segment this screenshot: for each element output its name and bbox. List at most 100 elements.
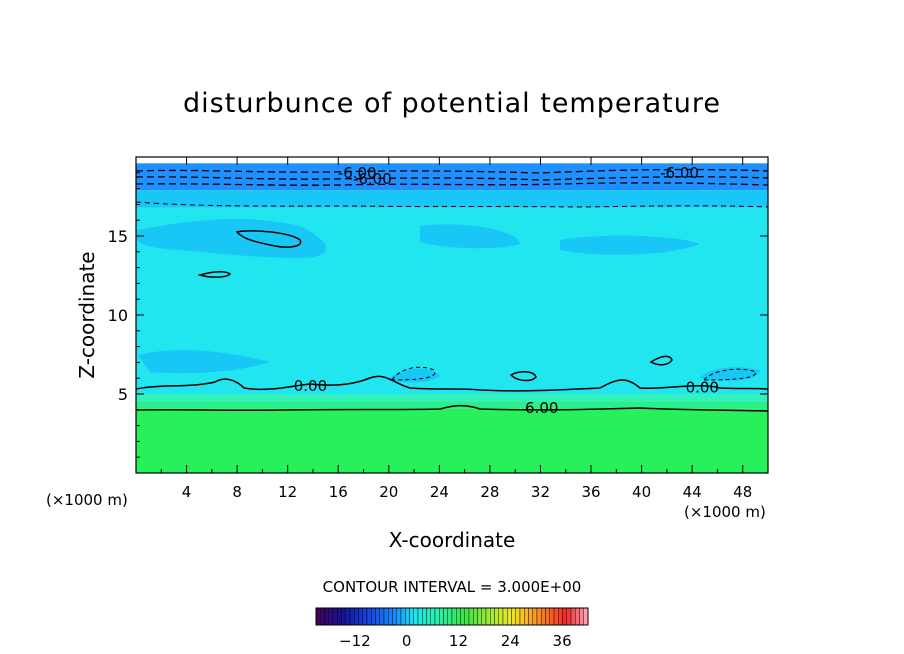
contour-line (135, 201, 769, 208)
y-axis: 5 10 15 (108, 172, 768, 458)
colorbar-cell (413, 607, 419, 626)
contour-line (235, 230, 302, 248)
colorbar-cell (439, 607, 444, 626)
colorbar-cell (430, 607, 436, 626)
x-tick-label: 40 (632, 483, 651, 501)
contour-interval-text: CONTOUR INTERVAL = 3.000E+00 (323, 578, 582, 596)
colorbar-cell (468, 607, 474, 626)
colorbar-cell (332, 607, 338, 626)
colorbar-cell (464, 607, 470, 626)
field-layer (136, 408, 768, 473)
warm-patch (420, 224, 520, 249)
colorbar-cell (583, 607, 589, 626)
y-tick-label: 5 (118, 385, 128, 404)
colorbar-cell (558, 607, 563, 626)
colorbar-cell (541, 607, 546, 626)
colorbar-cell (570, 607, 576, 626)
colorbar-cell (320, 607, 325, 626)
x-tick-label: 48 (733, 483, 752, 501)
colorbar-cell (379, 607, 385, 626)
colorbar-cell (528, 607, 533, 626)
cool-patch (138, 350, 270, 374)
colorbar-cell (566, 607, 572, 626)
colorbar-cell (524, 607, 529, 626)
contour-label: 0.00 (294, 377, 327, 395)
x-tick-label: 28 (480, 483, 499, 501)
colorbar-cell (456, 607, 461, 626)
y-tick-label: 10 (108, 306, 128, 325)
x-unit-right: (×1000 m) (684, 503, 766, 521)
contour-label: 0.00 (686, 379, 719, 397)
contour-lines (135, 168, 769, 412)
contour-label: -6.00 (353, 170, 392, 188)
field-patches (136, 218, 760, 383)
x-axis-label: X-coordinate (389, 528, 516, 552)
x-tick-label: 4 (182, 483, 192, 501)
colorbar-cell (507, 607, 512, 626)
colorbar-cell (481, 607, 487, 626)
field-layer (136, 401, 768, 409)
colorbar-cell (490, 607, 495, 626)
colorbar-tick-label: 12 (449, 632, 468, 650)
cool-patch (700, 367, 760, 381)
colorbar-cell (477, 607, 482, 626)
colorbar-cell (519, 607, 525, 626)
colorbar-cell (532, 607, 538, 626)
colorbar-cell (328, 607, 334, 626)
colorbar-cell (447, 607, 453, 626)
colorbar-cell (405, 607, 410, 626)
colorbar-cell (349, 607, 355, 626)
colorbar-cell (354, 607, 359, 626)
cool-patch (390, 368, 440, 383)
colorbar-frame (315, 607, 589, 626)
x-tick-label: 12 (278, 483, 297, 501)
colorbar-cell (549, 607, 555, 626)
x-tick-label: 32 (531, 483, 550, 501)
colorbar-cell (400, 607, 406, 626)
colorbar-cell (337, 607, 342, 626)
colorbar-cell (341, 607, 346, 626)
colorbar-cell (345, 607, 351, 626)
colorbar-cell (511, 607, 516, 626)
colorbar-cell (502, 607, 508, 626)
field-layers (136, 163, 768, 473)
colorbar-tick-label: 0 (402, 632, 412, 650)
colorbar-cell (396, 607, 402, 626)
colorbar-cell (388, 607, 393, 626)
colorbar-cell (366, 607, 372, 626)
contour-line (135, 176, 769, 181)
contour-line (135, 404, 769, 412)
x-tick-label: 8 (232, 483, 242, 501)
x-tick-label: 36 (581, 483, 600, 501)
colorbar-cell (324, 607, 329, 626)
colorbar-cell (473, 607, 478, 626)
colorbar-cell (383, 607, 389, 626)
colorbar-cell (392, 607, 397, 626)
x-axis: 4 8 12 16 20 24 28 32 36 40 44 48 (160, 157, 752, 501)
y-axis-label: Z-coordinate (75, 251, 99, 378)
colorbar-cell (443, 607, 448, 626)
colorbar-cell (460, 607, 465, 626)
contour-line (135, 375, 769, 392)
warm-patch (136, 218, 327, 258)
x-tick-label: 24 (430, 483, 449, 501)
contour-line (649, 355, 673, 366)
y-tick-label: 15 (108, 227, 128, 246)
colorbar-cell (545, 607, 550, 626)
x-tick-label: 16 (329, 483, 348, 501)
colorbar-cell (362, 607, 368, 626)
chart-title: disturbunce of potential temperature (183, 88, 721, 119)
colorbar-cell (315, 607, 321, 626)
contour-labels: 0.00 0.006.00-6.00-6.00 -6.00 (294, 164, 719, 417)
colorbar-cell (562, 607, 567, 626)
colorbar-tick-label: 36 (553, 632, 572, 650)
warm-patch (560, 235, 700, 255)
contour-label: -6.00 (338, 164, 377, 182)
colorbar-cell (371, 607, 376, 626)
contour-line (509, 371, 537, 382)
contour-label: -6.00 (660, 164, 699, 182)
field-layer (136, 163, 768, 191)
colorbar-cell (494, 607, 499, 626)
colorbar-cell (451, 607, 457, 626)
